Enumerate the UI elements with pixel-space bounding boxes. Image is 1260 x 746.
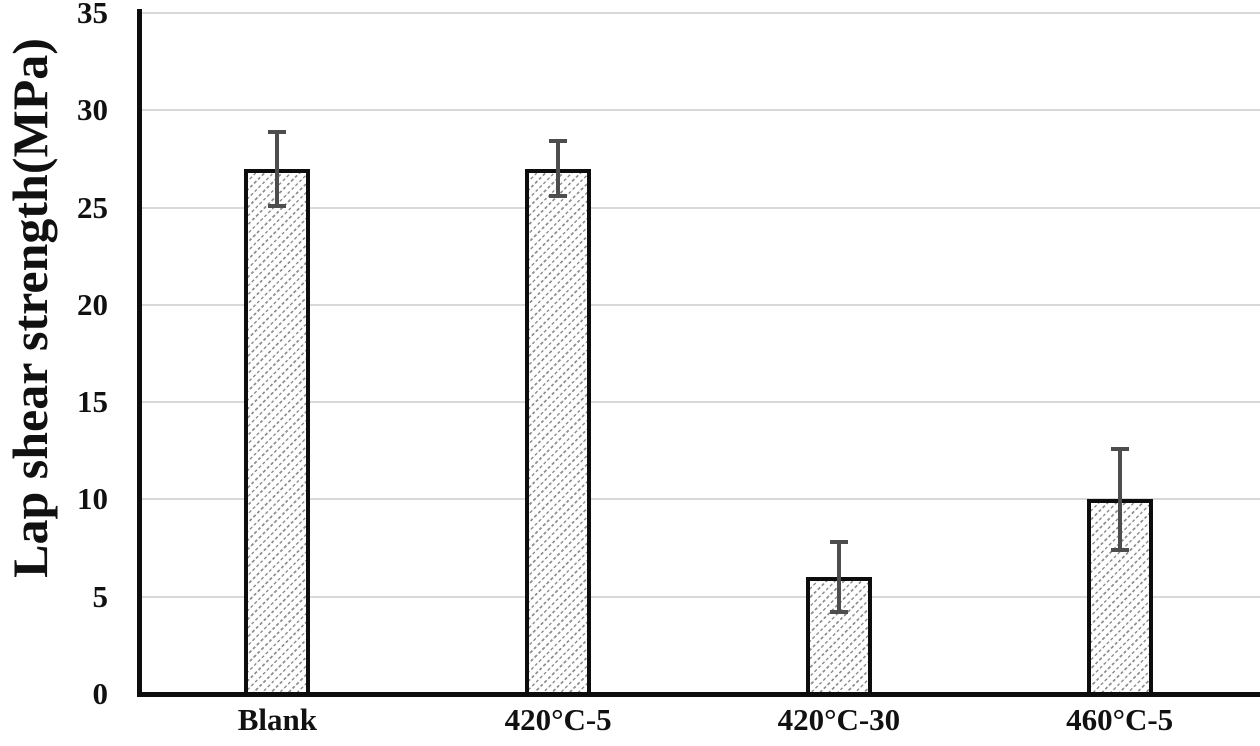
- gridline: [137, 109, 1260, 112]
- error-bar-cap-top: [829, 540, 848, 545]
- x-category-label: 420°C-5: [504, 702, 612, 737]
- gridline: [137, 595, 1260, 598]
- error-bar: [836, 542, 841, 613]
- y-tick-label: 0: [92, 676, 109, 711]
- gridline: [137, 206, 1260, 209]
- error-bar: [275, 131, 280, 206]
- x-category-label: Blank: [237, 702, 318, 737]
- y-tick-label: 5: [92, 578, 109, 614]
- gridline: [137, 303, 1260, 306]
- error-bar: [556, 141, 561, 196]
- x-category-label: 420°C-30: [777, 702, 901, 737]
- error-bar-cap-bottom: [829, 610, 848, 615]
- x-axis-line: [137, 692, 1260, 697]
- x-category-label: 460°C-5: [1066, 702, 1174, 737]
- gridline: [137, 12, 1260, 14]
- y-tick-label: 20: [77, 286, 108, 322]
- gridline: [137, 498, 1260, 501]
- plot-area: [137, 9, 1260, 697]
- y-tick-label: 25: [77, 189, 108, 225]
- error-bar-cap-top: [268, 129, 287, 134]
- error-bar-cap-bottom: [268, 203, 287, 208]
- error-bar-cap-bottom: [1110, 548, 1129, 553]
- y-tick-label: 10: [77, 481, 108, 517]
- bar: [244, 168, 311, 694]
- error-bar-cap-top: [549, 139, 568, 144]
- y-tick-label: 15: [77, 384, 108, 420]
- error-bar: [1117, 448, 1122, 550]
- bar: [525, 168, 592, 694]
- error-bar-cap-bottom: [549, 193, 568, 198]
- y-axis-line: [137, 9, 142, 694]
- y-tick-label: 35: [77, 0, 108, 30]
- y-tick-label: 30: [77, 92, 108, 128]
- gridline: [137, 401, 1260, 404]
- error-bar-cap-top: [1110, 446, 1129, 451]
